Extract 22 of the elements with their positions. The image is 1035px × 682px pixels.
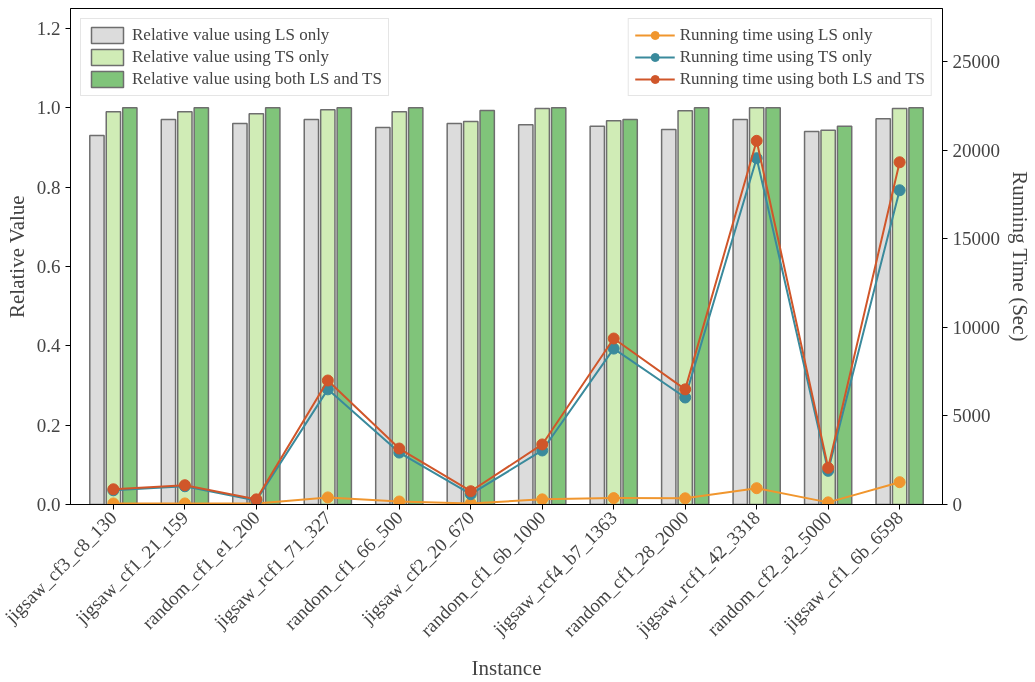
legend-label: Relative value using both LS and TS [132,69,382,89]
legend-label: Relative value using LS only [132,25,330,45]
y2-tick-label: 10000 [952,316,1000,338]
y2-axis-title: Running Time (Sec) [1008,171,1032,342]
y-tick-label: 1.0 [36,97,61,119]
legend-label: Running time using LS only [679,25,873,45]
x-axis-title: Instance [471,655,542,680]
legend-label: Running time using TS only [679,47,873,67]
y2-tick-label: 0 [952,494,962,515]
y2-tick-label: 5000 [952,405,991,427]
legend-label: Relative value using TS only [132,47,330,67]
y2-tick-label: 15000 [952,228,1000,250]
y-axis-title: Relative Value [4,195,29,319]
y2-tick-label: 20000 [952,139,1000,161]
y-tick-label: 0.6 [36,255,61,277]
legend-label: Running time using both LS and TS [679,69,925,89]
y2-tick-label: 25000 [952,51,1000,73]
y-tick-label: 0.8 [36,176,61,198]
y-tick-label: 1.2 [36,17,61,39]
y-tick-label: 0.0 [36,494,61,515]
y-tick-label: 0.4 [36,335,61,357]
y-tick-label: 0.2 [36,414,61,436]
